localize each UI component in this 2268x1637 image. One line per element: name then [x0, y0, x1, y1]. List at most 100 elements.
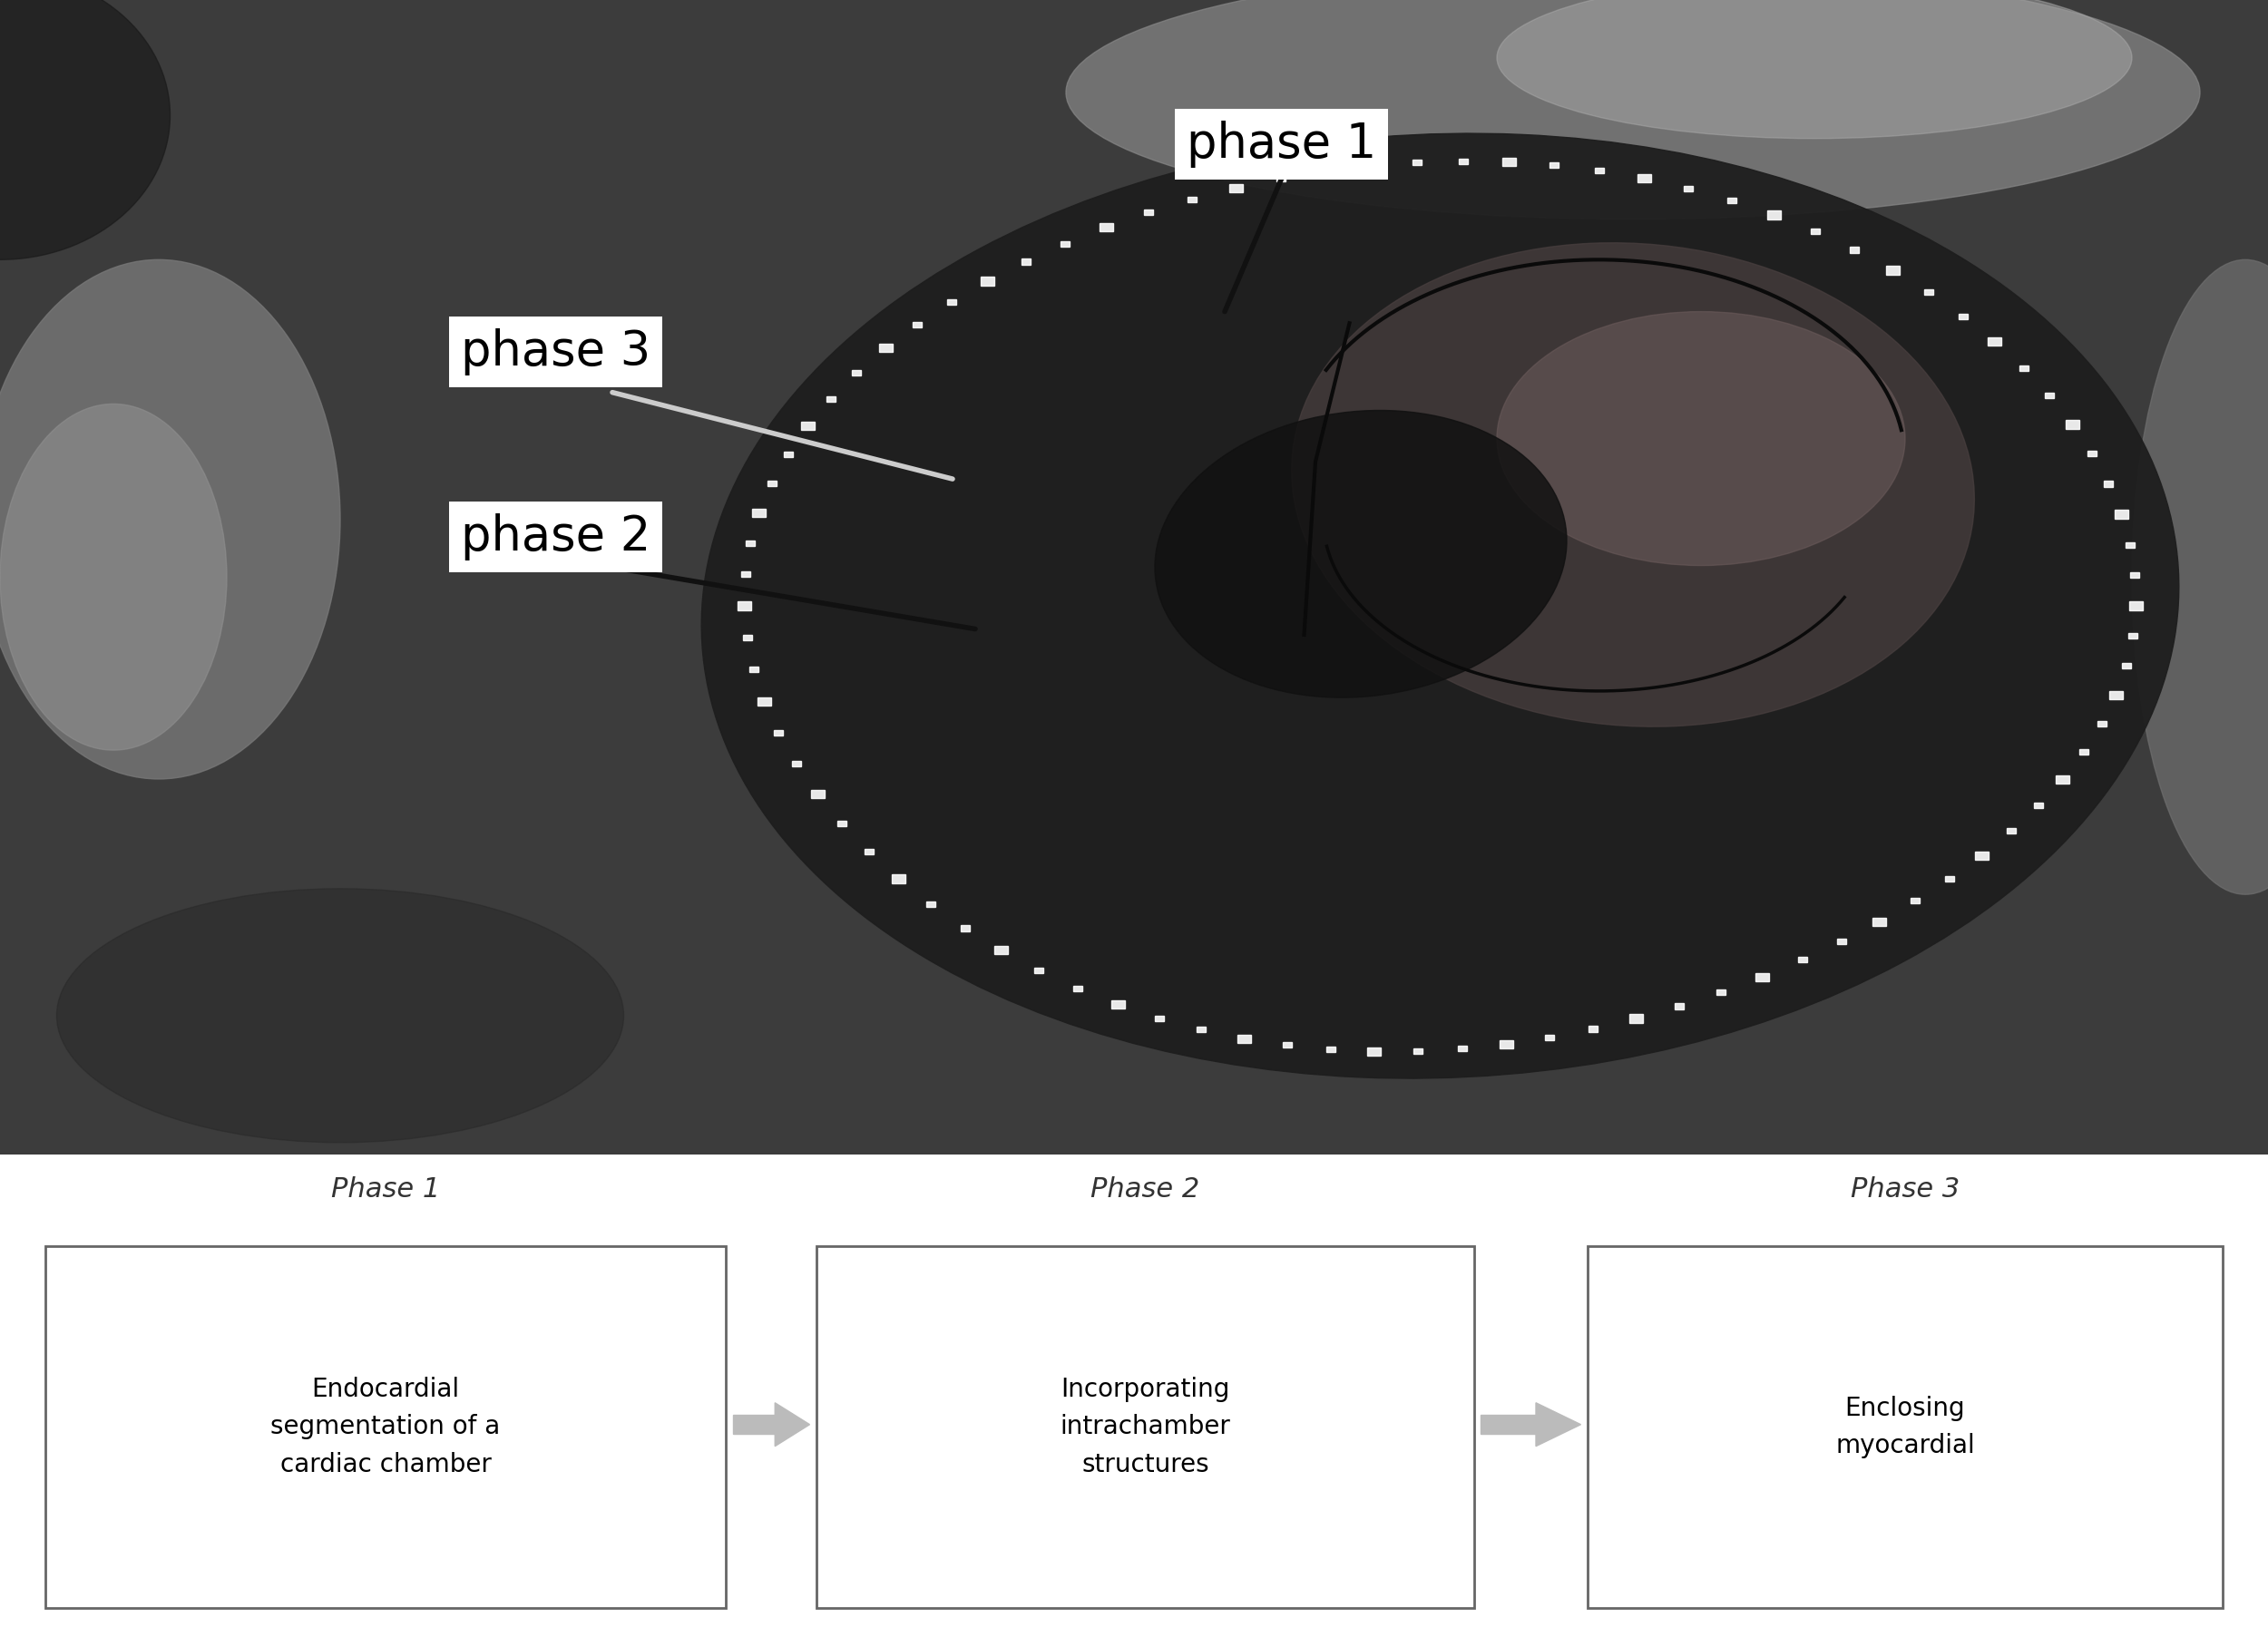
Bar — [853, 370, 862, 375]
Text: phase 1: phase 1 — [1186, 121, 1377, 169]
Ellipse shape — [0, 404, 227, 750]
Bar — [742, 571, 751, 578]
Bar — [746, 540, 755, 547]
Bar — [2130, 602, 2143, 611]
Bar — [2080, 750, 2089, 755]
Bar — [891, 874, 905, 882]
Bar — [1717, 989, 1726, 995]
Bar — [801, 422, 814, 431]
Bar — [1755, 972, 1769, 981]
Bar — [1284, 1043, 1293, 1048]
Bar — [1061, 241, 1070, 247]
Bar — [1021, 259, 1030, 265]
Bar — [826, 396, 835, 401]
Bar — [782, 452, 792, 457]
Bar — [864, 850, 873, 855]
Bar — [2105, 481, 2114, 486]
Bar — [1946, 876, 1955, 881]
Bar — [1458, 159, 1467, 164]
Bar — [1365, 162, 1379, 170]
Bar — [1277, 177, 1286, 182]
Ellipse shape — [2132, 260, 2268, 894]
Bar — [1413, 1048, 1422, 1054]
Bar — [758, 697, 771, 706]
Ellipse shape — [0, 260, 340, 779]
Bar — [1154, 1015, 1163, 1021]
Bar — [2089, 452, 2098, 457]
Bar — [773, 730, 782, 735]
Bar — [2034, 802, 2043, 809]
Ellipse shape — [701, 133, 2180, 1079]
Bar — [980, 277, 993, 285]
Bar — [1674, 1003, 1683, 1008]
Bar — [748, 666, 758, 673]
Bar — [1637, 174, 1651, 183]
Bar — [993, 946, 1007, 954]
Text: Phase 2: Phase 2 — [1091, 1175, 1200, 1202]
Bar — [1975, 851, 1989, 859]
Bar — [1628, 1015, 1642, 1023]
Text: phase 2: phase 2 — [460, 512, 651, 560]
Bar — [1912, 899, 1921, 904]
Bar — [948, 300, 957, 304]
Bar — [914, 321, 923, 327]
Bar — [2019, 365, 2028, 372]
Bar — [925, 902, 934, 907]
Bar — [2066, 421, 2080, 429]
Text: Phase 1: Phase 1 — [331, 1175, 440, 1202]
Bar — [1923, 290, 1932, 295]
Bar — [1887, 267, 1901, 275]
Bar — [1111, 1000, 1125, 1008]
Bar — [753, 509, 767, 517]
Bar — [792, 761, 801, 766]
Bar — [1229, 183, 1243, 192]
Bar — [1368, 1048, 1381, 1056]
Bar — [767, 480, 776, 486]
Bar — [1145, 210, 1154, 214]
Ellipse shape — [1290, 242, 1975, 727]
Bar — [1683, 185, 1692, 192]
Bar — [2109, 691, 2123, 699]
Bar — [1327, 1046, 1336, 1053]
Text: phase 3: phase 3 — [460, 329, 651, 375]
Bar — [2130, 573, 2139, 578]
Bar — [1322, 169, 1331, 174]
Polygon shape — [776, 1403, 810, 1445]
Bar — [1837, 938, 1846, 945]
Bar — [733, 1414, 776, 1434]
Bar — [2046, 393, 2055, 398]
Bar — [1481, 1414, 1535, 1434]
Bar — [2007, 828, 2016, 833]
Bar — [1413, 160, 1422, 165]
Polygon shape — [1535, 1403, 1581, 1445]
Bar — [2057, 776, 2071, 784]
Bar — [880, 344, 894, 352]
Ellipse shape — [1154, 411, 1567, 697]
Bar — [810, 789, 823, 799]
Bar — [1588, 1246, 2223, 1608]
Bar — [1188, 196, 1198, 203]
Bar — [2123, 663, 2132, 670]
Text: Incorporating
intrachamber
structures: Incorporating intrachamber structures — [1059, 1377, 1232, 1477]
Bar — [1100, 223, 1114, 231]
Bar — [1810, 229, 1819, 234]
Text: Enclosing
myocardial: Enclosing myocardial — [1835, 1396, 1975, 1459]
Bar — [1545, 1035, 1554, 1039]
Bar — [1238, 1035, 1252, 1043]
Bar — [1198, 1026, 1207, 1033]
Ellipse shape — [0, 0, 170, 260]
Bar — [1034, 967, 1043, 974]
Text: Endocardial
segmentation of a
cardiac chamber: Endocardial segmentation of a cardiac ch… — [270, 1377, 501, 1477]
Bar — [737, 602, 751, 611]
Bar — [2130, 634, 2139, 638]
Ellipse shape — [1497, 0, 2132, 139]
Bar — [45, 1246, 726, 1608]
Bar — [2098, 722, 2107, 727]
Bar — [1501, 159, 1515, 167]
Ellipse shape — [57, 889, 624, 1143]
Bar — [1799, 958, 1808, 963]
Bar — [742, 635, 751, 640]
Bar — [816, 1246, 1474, 1608]
Bar — [837, 820, 846, 827]
Bar — [1851, 247, 1860, 252]
